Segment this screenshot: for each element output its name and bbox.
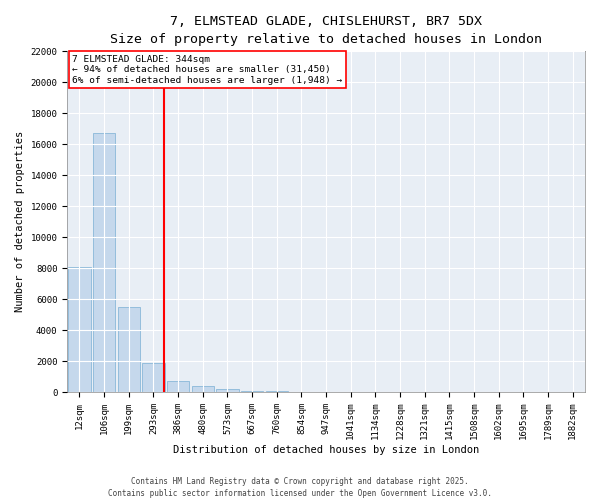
Bar — [241, 390, 263, 392]
Text: 7 ELMSTEAD GLADE: 344sqm
← 94% of detached houses are smaller (31,450)
6% of sem: 7 ELMSTEAD GLADE: 344sqm ← 94% of detach… — [73, 54, 343, 84]
Bar — [142, 362, 164, 392]
Bar — [217, 389, 239, 392]
Y-axis label: Number of detached properties: Number of detached properties — [15, 131, 25, 312]
Bar — [191, 386, 214, 392]
Bar — [167, 382, 189, 392]
Bar — [93, 134, 115, 392]
Title: 7, ELMSTEAD GLADE, CHISLEHURST, BR7 5DX
Size of property relative to detached ho: 7, ELMSTEAD GLADE, CHISLEHURST, BR7 5DX … — [110, 15, 542, 46]
Bar — [118, 307, 140, 392]
X-axis label: Distribution of detached houses by size in London: Distribution of detached houses by size … — [173, 445, 479, 455]
Text: Contains HM Land Registry data © Crown copyright and database right 2025.
Contai: Contains HM Land Registry data © Crown c… — [108, 476, 492, 498]
Bar — [68, 266, 91, 392]
